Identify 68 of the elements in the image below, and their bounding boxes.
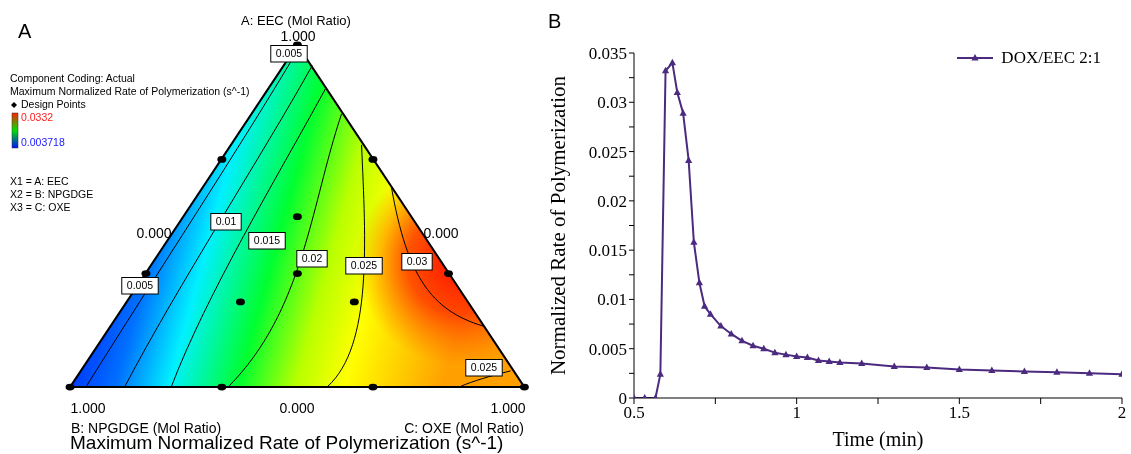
text: 0.01 xyxy=(215,215,237,227)
x-tick-label: 1 xyxy=(792,403,801,423)
y-axis-title: Normalized Rate of Polymerization xyxy=(546,75,571,376)
text: 0.003718 xyxy=(21,136,65,148)
x-tick-label: 1.5 xyxy=(948,403,970,423)
point xyxy=(803,353,811,361)
point xyxy=(701,302,709,309)
point xyxy=(955,365,963,372)
text: 0.025 xyxy=(350,259,378,271)
text: 1.000 xyxy=(280,28,316,44)
text: A: EEC (Mol Ratio) xyxy=(241,13,351,28)
point xyxy=(717,322,725,329)
x-tick-label: 0.5 xyxy=(623,403,645,423)
text: X2 = B: NPGDGE xyxy=(10,188,94,200)
point xyxy=(668,58,676,66)
text: 0.03 xyxy=(406,255,428,267)
text: 1.000 xyxy=(70,400,106,416)
point xyxy=(685,156,693,163)
text: 0.000 xyxy=(279,400,315,416)
point xyxy=(858,359,866,366)
point xyxy=(706,310,715,317)
point xyxy=(836,358,844,366)
legend-label: DOX/EEC 2:1 xyxy=(1001,48,1101,68)
y-tick-label: 0.03 xyxy=(597,93,627,113)
text: 0.0332 xyxy=(21,111,54,123)
text: X3 = C: OXE xyxy=(10,201,71,213)
text: 0.000 xyxy=(136,225,172,241)
point xyxy=(825,357,833,365)
point xyxy=(760,344,768,352)
point xyxy=(727,329,735,337)
y-tick-label: 0.01 xyxy=(597,290,627,310)
text: X1 = A: EEC xyxy=(10,175,70,187)
point xyxy=(690,238,698,245)
text: Design Points xyxy=(21,98,86,110)
x-axis-title: Time (min) xyxy=(832,428,924,451)
point xyxy=(793,352,801,360)
y-tick-label: 0.02 xyxy=(597,191,627,211)
y-tick-label: 0.025 xyxy=(588,142,627,162)
y-tick-label: 0.015 xyxy=(588,241,627,261)
point xyxy=(749,341,757,349)
point xyxy=(782,350,790,358)
text: 0.000 xyxy=(423,225,459,241)
point xyxy=(656,370,664,377)
point xyxy=(673,88,681,95)
x-tick-label: 2 xyxy=(1117,403,1127,423)
text: 0.02 xyxy=(301,252,323,264)
text: A xyxy=(18,20,32,42)
point xyxy=(923,363,931,370)
point xyxy=(1085,369,1094,376)
point xyxy=(661,66,670,74)
text: Component Coding: Actual xyxy=(10,72,135,84)
point xyxy=(679,109,687,116)
point xyxy=(1053,368,1061,375)
point xyxy=(814,356,823,364)
text: 0.005 xyxy=(126,279,154,291)
point xyxy=(988,366,996,373)
text: 0.005 xyxy=(275,47,303,59)
text: 1.000 xyxy=(490,400,526,416)
text: Maximum Normalized Rate of Polymerization (s^-1) xyxy=(10,85,250,97)
text: B xyxy=(548,10,562,33)
y-tick-label: 0.005 xyxy=(588,339,627,359)
point xyxy=(1020,367,1028,374)
text: 0.025 xyxy=(470,361,498,373)
point xyxy=(771,348,779,356)
text: C: OXE (Mol Ratio) xyxy=(404,420,524,436)
point xyxy=(890,362,898,369)
text: 0.015 xyxy=(253,234,281,246)
y-tick-label: 0.035 xyxy=(588,44,627,64)
